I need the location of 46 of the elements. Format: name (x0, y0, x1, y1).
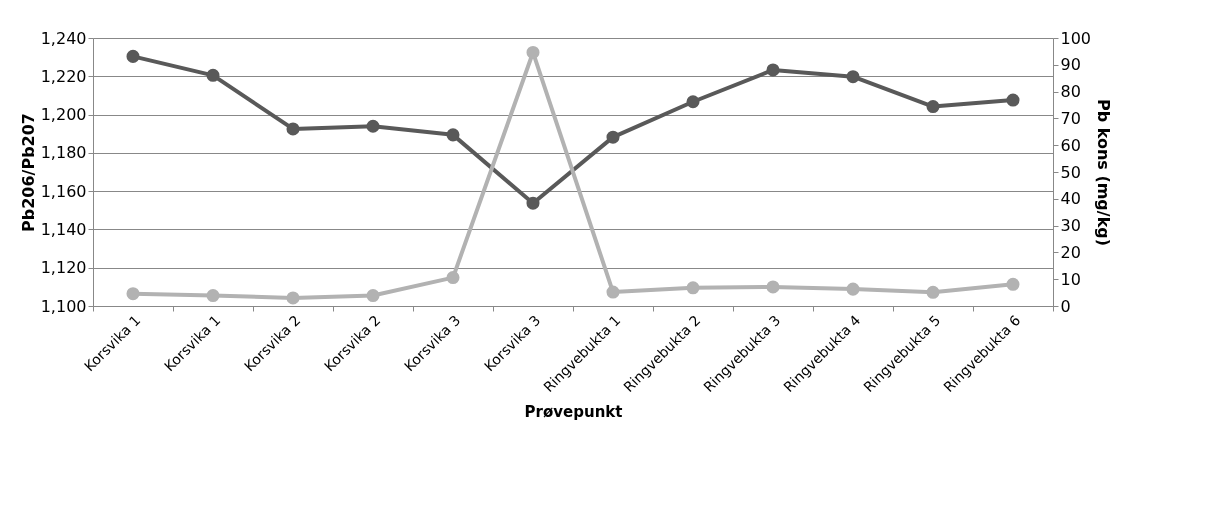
y-tick-label: 1,240 (40, 28, 87, 48)
y2-tick-label: 100 (1060, 28, 1092, 48)
point (446, 128, 460, 142)
y-tick-label: 1,180 (40, 143, 87, 163)
point (126, 287, 140, 301)
point (366, 119, 380, 133)
point (206, 289, 220, 303)
point (606, 285, 620, 299)
point (526, 196, 540, 210)
y-tick-label: 1,220 (40, 66, 87, 86)
point (286, 291, 300, 305)
y2-tick-label: 30 (1060, 216, 1081, 236)
point (686, 281, 700, 295)
point (446, 271, 460, 285)
point (1006, 277, 1020, 291)
y-tick-label: 1,200 (40, 105, 87, 125)
point (366, 289, 380, 303)
point (206, 68, 220, 82)
y2-tick-label: 80 (1060, 82, 1081, 102)
y2-tick-label: 20 (1060, 242, 1081, 262)
point (1006, 93, 1020, 107)
y2-axis-title: Pb kons (mg/kg) (1094, 98, 1114, 247)
y2-tick-label: 10 (1060, 269, 1081, 289)
point (846, 70, 860, 84)
point (766, 280, 780, 294)
point (846, 282, 860, 296)
x-axis-title: Prøvepunkt (524, 403, 623, 422)
point (526, 45, 540, 59)
y-tick-label: 1,120 (40, 258, 87, 278)
y-tick-label: 1,160 (40, 181, 87, 201)
point (926, 100, 940, 114)
y-tick-label: 1,140 (40, 219, 87, 239)
point (766, 63, 780, 77)
y2-tick-label: 90 (1060, 55, 1081, 75)
point (126, 49, 140, 63)
point (686, 95, 700, 109)
y2-tick-label: 0 (1060, 296, 1071, 316)
y-tick-label: 1,100 (40, 296, 87, 316)
point (606, 130, 620, 144)
y2-tick-label: 50 (1060, 162, 1081, 182)
y2-tick-label: 40 (1060, 189, 1081, 209)
point (286, 122, 300, 136)
y-axis-title: Pb206/Pb207 (18, 113, 38, 232)
y2-tick-label: 70 (1060, 108, 1081, 128)
point (926, 285, 940, 299)
y2-tick-label: 60 (1060, 135, 1081, 155)
